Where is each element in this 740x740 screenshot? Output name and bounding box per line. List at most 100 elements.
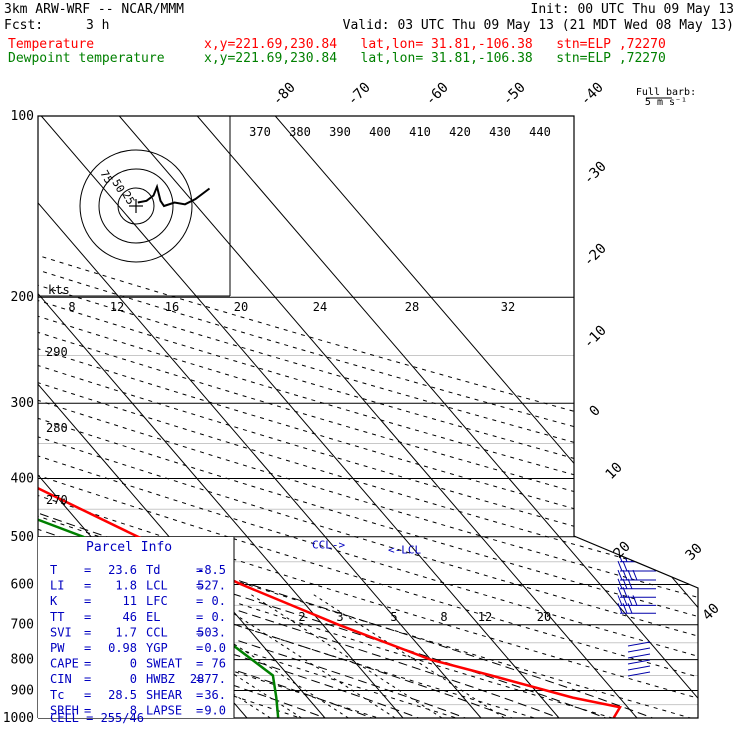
wind-barb: [622, 587, 628, 598]
isotherm-label: -70: [345, 80, 374, 109]
parcel-value: 76: [212, 657, 226, 671]
wind-barb: [627, 474, 633, 486]
wind-barb: [622, 174, 628, 185]
isotherm-label: 20: [611, 539, 634, 562]
wind-barb: [627, 323, 633, 334]
plot-frame: [37, 115, 699, 719]
wind-barb: [627, 401, 633, 412]
wind-barb: [632, 541, 638, 553]
wind-barb: [632, 130, 638, 142]
wind-barb: [627, 647, 651, 653]
wind-barb: [622, 323, 628, 334]
wind-barb: [617, 603, 623, 614]
parcel-eq: =: [196, 563, 203, 577]
pressure-label: 200: [11, 290, 34, 305]
parcel-eq: =: [196, 703, 203, 717]
parcel-eq: =: [196, 594, 203, 608]
isotherm-line: [38, 116, 404, 718]
parcel-eq: =: [196, 672, 203, 686]
pressure-label: 500: [11, 530, 34, 545]
temperature-location: x,y=221.69,230.84 lat,lon= 31.81,-106.38…: [204, 37, 666, 52]
wind-barb: [617, 244, 623, 255]
hodograph-ring: [79, 149, 193, 263]
wind-barb: [617, 273, 623, 284]
wind-barb: [622, 474, 628, 486]
barb-legend-value: 5 m s⁻¹: [645, 97, 687, 108]
parcel-eq: =: [196, 625, 203, 639]
wind-barb: [627, 130, 633, 142]
mixing-ratio-label: 3: [336, 610, 343, 624]
wind-barb: [622, 130, 628, 142]
parcel-value: 9.0: [204, 703, 226, 717]
parcel-key: LI: [50, 579, 64, 593]
mixing-ratio-label: 2: [298, 610, 305, 624]
parcel-eq: =: [196, 641, 203, 655]
wind-barb: [627, 569, 633, 581]
isotherm-label: -80: [270, 80, 299, 109]
wind-barb: [632, 384, 638, 395]
isotherm-label: 10: [603, 460, 626, 483]
isotherm-label: -30: [581, 159, 610, 188]
isotherm-line: [38, 116, 326, 718]
parcel-key: CCL: [146, 625, 168, 639]
parcel-info-title: Parcel Info: [86, 540, 172, 555]
parcel-key: LAPSE: [146, 703, 182, 717]
wind-barb: [617, 365, 623, 376]
wind-barb: [622, 521, 628, 532]
parcel-value: 11: [123, 594, 137, 608]
parcel-cell: CELL = 255/46: [50, 711, 144, 725]
pressure-label: 600: [11, 577, 34, 592]
wind-barb: [617, 595, 623, 606]
hodograph-speed-label: 16: [165, 300, 179, 314]
wind-barb: [617, 521, 623, 532]
parcel-eq: =: [84, 688, 91, 702]
wind-barb: [622, 345, 628, 356]
wind-barb: [622, 401, 628, 412]
parcel-key: YGP: [146, 641, 168, 655]
wind-barb: [627, 433, 633, 444]
wind-barb: [622, 433, 628, 444]
mixing-ratio-label: 12: [478, 610, 492, 624]
parcel-value: 23.6: [108, 563, 137, 577]
parcel-value: 2877.: [190, 672, 226, 686]
parcel-key: Td: [146, 563, 160, 577]
parcel-info-box: [38, 537, 234, 718]
theta-label: 290: [46, 345, 68, 359]
wind-barb: [627, 487, 633, 498]
wind-barb: [627, 384, 633, 395]
pressure-label: 1000: [3, 711, 34, 726]
wind-barb: [617, 569, 623, 581]
parcel-value: 1.8: [115, 579, 137, 593]
pressure-label: 400: [11, 471, 34, 486]
parcel-value: 8: [130, 703, 137, 717]
wind-barb: [632, 569, 638, 581]
pressure-label: 100: [11, 109, 34, 124]
dry-adiabat-line: [38, 140, 698, 718]
hodograph-trace: [137, 183, 211, 208]
parcel-eq: =: [84, 625, 91, 639]
wind-barb: [632, 433, 638, 444]
wind-barb: [622, 578, 628, 589]
parcel-key: PW: [50, 641, 65, 655]
parcel-eq: =: [84, 594, 91, 608]
parcel-value: 36.: [204, 688, 226, 702]
pressure-label: 900: [11, 683, 34, 698]
ccl-marker: CCL->: [312, 539, 345, 552]
forecast-label: Fcst:: [4, 18, 44, 33]
wind-barb: [617, 174, 623, 185]
dry-adiabat-line: [38, 140, 698, 718]
wind-barb: [627, 653, 651, 659]
hodograph-ring: [98, 168, 174, 244]
parcel-key: SWEAT: [146, 657, 182, 671]
parcel-key: K: [50, 594, 58, 608]
lcl-marker: <-LCL: [388, 544, 421, 557]
theta-label: 390: [329, 125, 351, 139]
mixing-ratio-line: [248, 592, 443, 718]
parcel-eq: =: [84, 563, 91, 577]
theta-label: 410: [409, 125, 431, 139]
wind-barb: [622, 365, 628, 376]
parcel-value: 28.5: [108, 688, 137, 702]
wind-barb: [617, 384, 623, 395]
wind-barb: [622, 273, 628, 284]
